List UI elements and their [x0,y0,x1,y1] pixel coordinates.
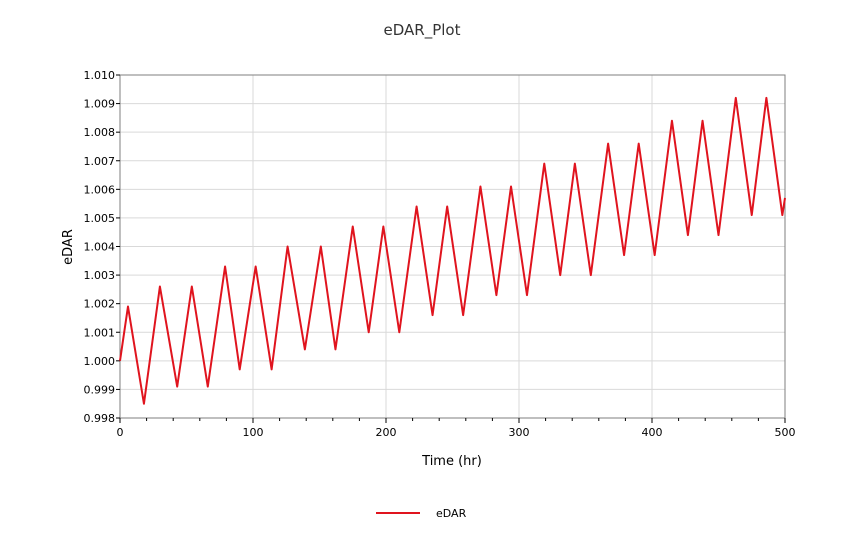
x-tick-label: 100 [243,426,264,439]
y-tick-labels: 0.998 0.999 1.000 1.001 1.002 1.003 1.004 1.005… [84,69,116,425]
series-layer [119,96,786,405]
legend: eDAR [376,507,467,520]
legend-label: eDAR [436,507,467,520]
x-tick-label: 200 [376,426,397,439]
y-tick-label: 1.001 [84,326,116,339]
x-tick-label: 0 [117,426,124,439]
y-tick-label: 1.000 [84,355,116,368]
y-axis-label: eDAR [61,229,76,265]
x-axis-label: Time (hr) [421,454,482,469]
x-tick-labels: 0 100 200 300 400 500 [117,426,796,439]
y-tick-label: 1.008 [84,126,116,139]
y-tick-label: 0.998 [84,412,116,425]
chart-title: eDAR_Plot [384,21,461,40]
y-tick-label: 1.009 [84,98,116,111]
series-line-edar [119,96,786,405]
x-tick-label: 300 [509,426,530,439]
x-tick-label: 500 [775,426,796,439]
y-tick-label: 1.007 [84,155,116,168]
y-tick-label: 1.006 [84,183,116,196]
y-tick-label: 1.005 [84,212,116,225]
y-tick-label: 1.004 [84,241,116,254]
y-tick-label: 1.002 [84,298,116,311]
y-tick-label: 0.999 [84,383,116,396]
y-tick-label: 1.003 [84,269,116,282]
axis-ticks [116,74,786,423]
x-tick-label: 400 [642,426,663,439]
y-tick-label: 1.010 [84,69,116,82]
